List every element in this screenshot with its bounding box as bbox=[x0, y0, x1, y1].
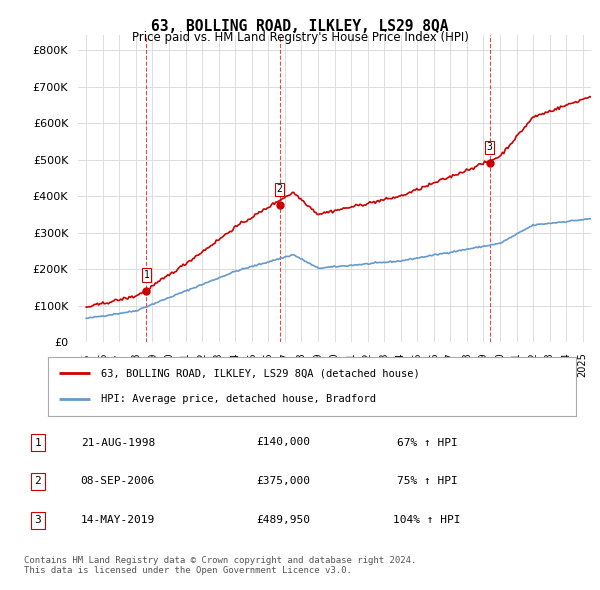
Text: £140,000: £140,000 bbox=[256, 438, 310, 447]
Text: 08-SEP-2006: 08-SEP-2006 bbox=[81, 477, 155, 486]
Text: Contains HM Land Registry data © Crown copyright and database right 2024.
This d: Contains HM Land Registry data © Crown c… bbox=[24, 556, 416, 575]
Text: 1: 1 bbox=[34, 438, 41, 447]
Text: 3: 3 bbox=[34, 516, 41, 525]
Text: 21-AUG-1998: 21-AUG-1998 bbox=[81, 438, 155, 447]
Text: 63, BOLLING ROAD, ILKLEY, LS29 8QA (detached house): 63, BOLLING ROAD, ILKLEY, LS29 8QA (deta… bbox=[101, 369, 419, 378]
Text: 1: 1 bbox=[143, 270, 149, 280]
Text: £375,000: £375,000 bbox=[256, 477, 310, 486]
Text: £489,950: £489,950 bbox=[256, 516, 310, 525]
Text: 63, BOLLING ROAD, ILKLEY, LS29 8QA: 63, BOLLING ROAD, ILKLEY, LS29 8QA bbox=[151, 19, 449, 34]
Text: 2: 2 bbox=[34, 477, 41, 486]
Text: 67% ↑ HPI: 67% ↑ HPI bbox=[397, 438, 457, 447]
Text: 3: 3 bbox=[487, 142, 493, 152]
Text: 2: 2 bbox=[277, 184, 283, 194]
Text: 14-MAY-2019: 14-MAY-2019 bbox=[81, 516, 155, 525]
Text: Price paid vs. HM Land Registry's House Price Index (HPI): Price paid vs. HM Land Registry's House … bbox=[131, 31, 469, 44]
Text: HPI: Average price, detached house, Bradford: HPI: Average price, detached house, Brad… bbox=[101, 395, 376, 404]
Text: 75% ↑ HPI: 75% ↑ HPI bbox=[397, 477, 457, 486]
Text: 104% ↑ HPI: 104% ↑ HPI bbox=[393, 516, 461, 525]
